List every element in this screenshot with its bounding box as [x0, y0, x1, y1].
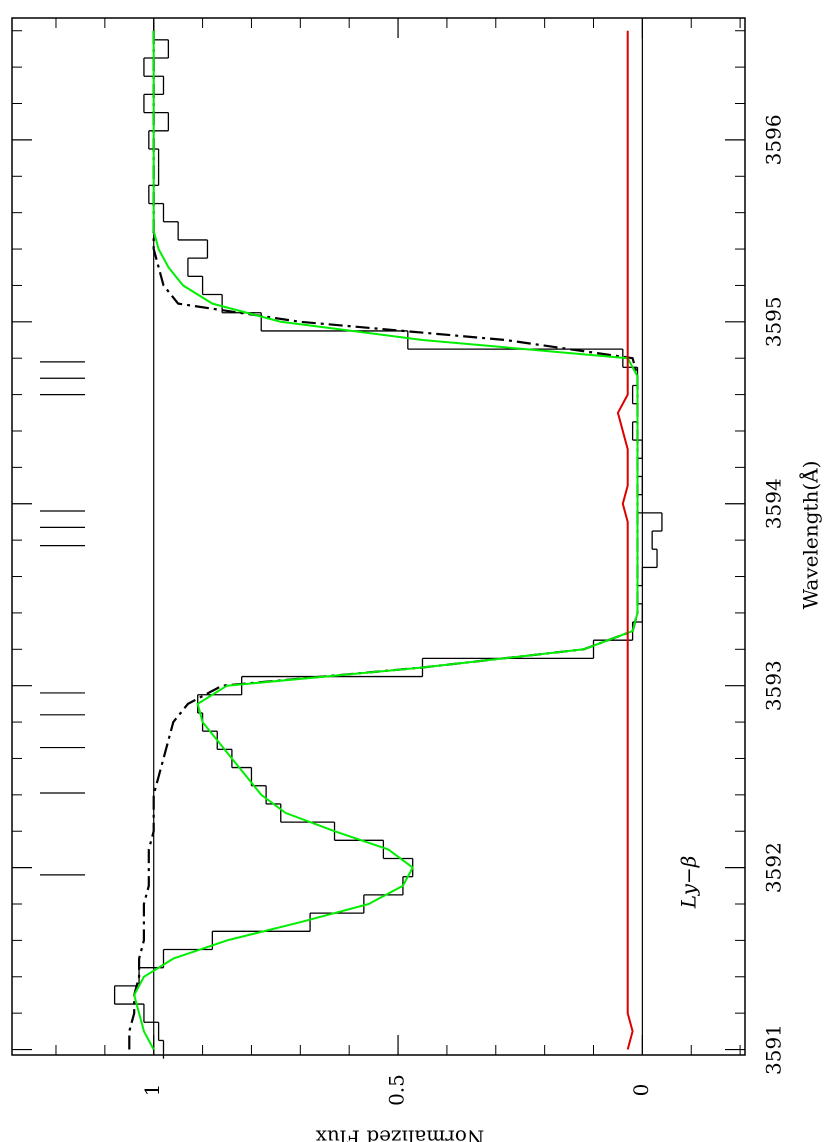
plot-frame [11, 17, 746, 1056]
x-axis-label: Wavelength(Å) [798, 461, 823, 610]
x-tick-label: 3594 [762, 478, 786, 529]
fit-line [616, 30, 634, 1050]
annotation: Ly−β [677, 856, 701, 910]
y-tick-label: 1 [140, 1084, 164, 1097]
y-axis-label: Normalized Flux [315, 1126, 484, 1142]
y-tick-label: 0 [629, 1084, 653, 1097]
x-tick-label: 3595 [762, 296, 786, 347]
x-tick-label: 3596 [762, 114, 786, 165]
y-tick-label: 0.5 [385, 1074, 409, 1106]
fit-line [133, 30, 639, 1050]
x-tick-label: 3592 [762, 842, 786, 893]
x-tick-label: 3593 [762, 660, 786, 711]
x-tick-label: 3591 [762, 1024, 786, 1075]
